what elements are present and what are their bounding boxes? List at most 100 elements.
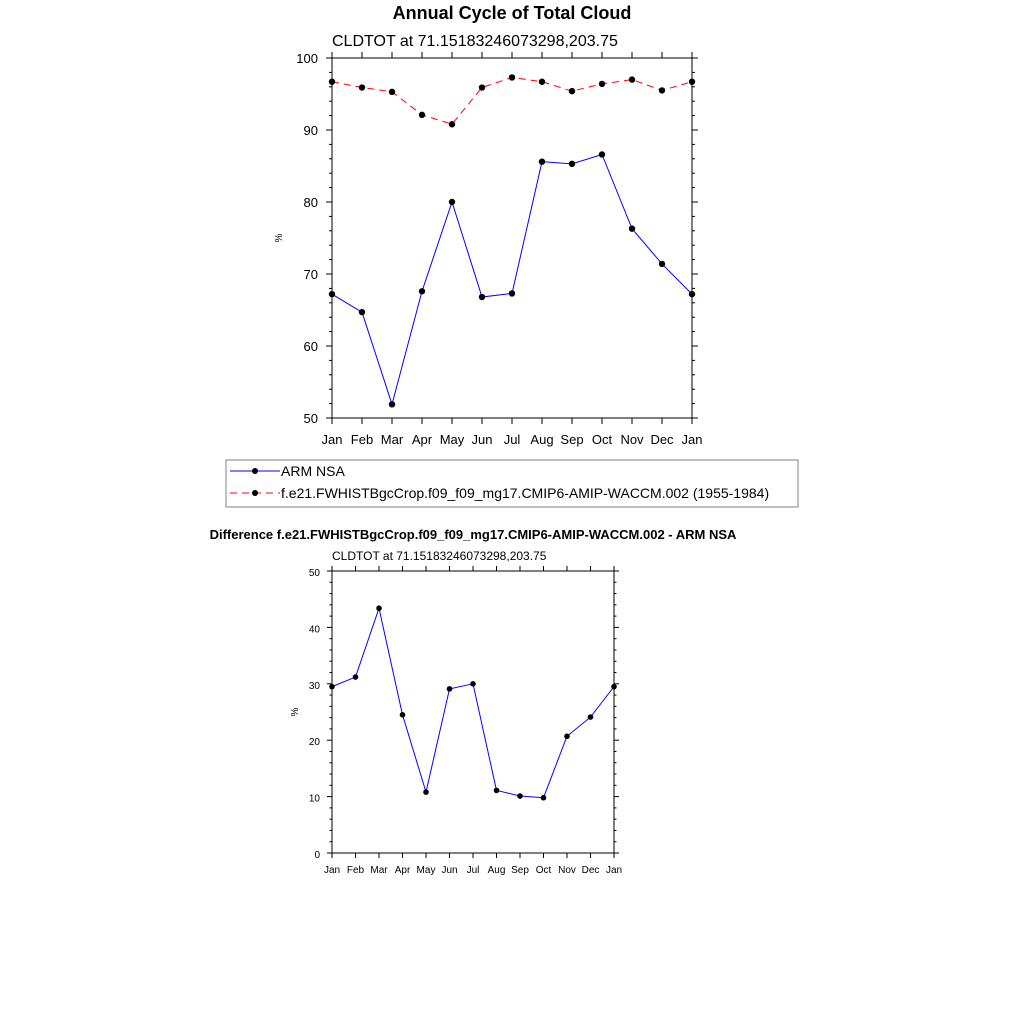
- data-point: [470, 681, 476, 687]
- data-point: [328, 78, 336, 85]
- y-axis-label: %: [274, 233, 285, 242]
- data-point: [688, 78, 696, 85]
- y-tick-label: 40: [309, 624, 321, 635]
- data-point: [587, 714, 594, 720]
- legend-label-arm-nsa: ARM NSA: [281, 463, 345, 479]
- data-point: [358, 308, 366, 316]
- x-tick-label: Oct: [592, 432, 613, 447]
- y-axis: 0 10 20 30 40 50: [309, 568, 619, 861]
- data-point: [448, 198, 456, 206]
- data-point: [448, 121, 456, 128]
- x-tick-label: Mar: [370, 865, 388, 876]
- data-point: [538, 78, 546, 85]
- data-point: [478, 293, 486, 301]
- legend-label-model: f.e21.FWHISTBgcCrop.f09_f09_mg17.CMIP6-A…: [281, 485, 769, 501]
- legend: ARM NSA f.e21.FWHISTBgcCrop.f09_f09_mg17…: [225, 459, 799, 508]
- x-tick-label: Jan: [682, 432, 703, 447]
- x-tick-label: Aug: [530, 432, 553, 447]
- data-point: [628, 76, 636, 83]
- series-layer: [329, 605, 617, 801]
- data-point: [446, 686, 453, 692]
- x-tick-label: Mar: [381, 432, 404, 447]
- x-tick-label: Dec: [582, 865, 600, 876]
- y-axis: 50 60 70 80 90 100: [296, 51, 698, 426]
- x-tick-label: Sep: [511, 865, 529, 876]
- x-tick-label: Nov: [620, 432, 644, 447]
- chart-subtitle: CLDTOT at 71.15183246073298,203.75: [332, 33, 618, 50]
- legend-marker-arm-nsa: [252, 468, 258, 474]
- data-point: [352, 674, 359, 680]
- legend-entry-arm-nsa: ARM NSA: [230, 463, 345, 479]
- legend-entry-model: f.e21.FWHISTBgcCrop.f09_f09_mg17.CMIP6-A…: [230, 485, 769, 501]
- x-tick-label: Apr: [395, 865, 411, 876]
- x-tick-label: Aug: [488, 865, 506, 876]
- data-point: [611, 683, 617, 690]
- plot-frame: [331, 57, 693, 419]
- data-point: [508, 290, 516, 297]
- data-point: [493, 787, 500, 794]
- x-tick-label: Dec: [650, 432, 674, 447]
- data-point: [538, 158, 546, 165]
- data-point: [418, 111, 426, 119]
- y-tick-label: 90: [304, 123, 318, 138]
- chart-subtitle: CLDTOT at 71.15183246073298,203.75: [332, 549, 547, 563]
- data-point: [423, 789, 429, 795]
- x-tick-label: Jan: [606, 865, 622, 876]
- chart-title: Annual Cycle of Total Cloud: [393, 3, 632, 23]
- x-tick-label: Jan: [324, 865, 340, 876]
- data-point: [328, 290, 336, 298]
- data-point: [376, 605, 382, 612]
- x-tick-label: Nov: [558, 865, 576, 876]
- y-tick-label: 50: [304, 411, 318, 426]
- x-tick-label: Jan: [322, 432, 343, 447]
- series-line-0: [331, 153, 693, 407]
- y-tick-label: 80: [304, 195, 318, 210]
- data-point: [517, 793, 523, 799]
- data-point: [568, 160, 576, 168]
- data-point: [658, 87, 666, 94]
- x-axis: Jan Feb Mar Apr May Jun Jul Aug Sep Oct Nov Dec Jan: [324, 566, 622, 876]
- y-tick-label: 20: [309, 737, 321, 748]
- panel-difference: Difference f.e21.FWHISTBgcCrop.f09_f09_m…: [210, 527, 737, 876]
- legend-marker-model: [252, 490, 258, 496]
- data-point: [399, 712, 406, 718]
- legend-box: [225, 459, 799, 508]
- data-point: [688, 290, 696, 298]
- x-tick-label: May: [440, 432, 465, 447]
- x-tick-label: Jun: [472, 432, 493, 447]
- x-axis: Jan Feb Mar Apr May Jun Jul Aug Sep Oct Nov Dec Jan: [322, 52, 703, 447]
- panel-annual-cycle: Annual Cycle of Total Cloud CLDTOT at 71…: [225, 3, 799, 508]
- data-point: [329, 683, 335, 690]
- data-point: [388, 401, 396, 408]
- x-tick-label: Jul: [504, 432, 521, 447]
- data-point: [628, 225, 636, 232]
- series-line-1: [331, 76, 693, 125]
- x-tick-label: Apr: [412, 432, 433, 447]
- data-point: [658, 260, 666, 268]
- y-tick-label: 70: [304, 267, 318, 282]
- y-tick-label: 30: [309, 681, 321, 692]
- chart-title: Difference f.e21.FWHISTBgcCrop.f09_f09_m…: [210, 527, 737, 542]
- data-point: [508, 74, 516, 81]
- x-tick-label: Feb: [351, 432, 373, 447]
- data-point: [388, 88, 396, 96]
- data-point: [598, 151, 606, 158]
- x-tick-label: Feb: [347, 865, 365, 876]
- series-layer: [328, 74, 696, 408]
- x-tick-label: Oct: [536, 865, 552, 876]
- y-tick-label: 0: [314, 850, 320, 861]
- y-tick-label: 100: [296, 51, 318, 66]
- data-point: [564, 733, 570, 740]
- x-tick-label: Sep: [560, 432, 583, 447]
- data-point: [478, 84, 486, 91]
- x-tick-label: Jun: [441, 865, 457, 876]
- data-point: [598, 80, 606, 88]
- data-point: [358, 84, 366, 91]
- x-tick-label: May: [417, 865, 436, 876]
- y-axis-label: %: [290, 707, 301, 716]
- y-tick-label: 60: [304, 339, 318, 354]
- plot-frame: [331, 570, 615, 854]
- data-point: [540, 794, 547, 801]
- data-point: [568, 87, 576, 95]
